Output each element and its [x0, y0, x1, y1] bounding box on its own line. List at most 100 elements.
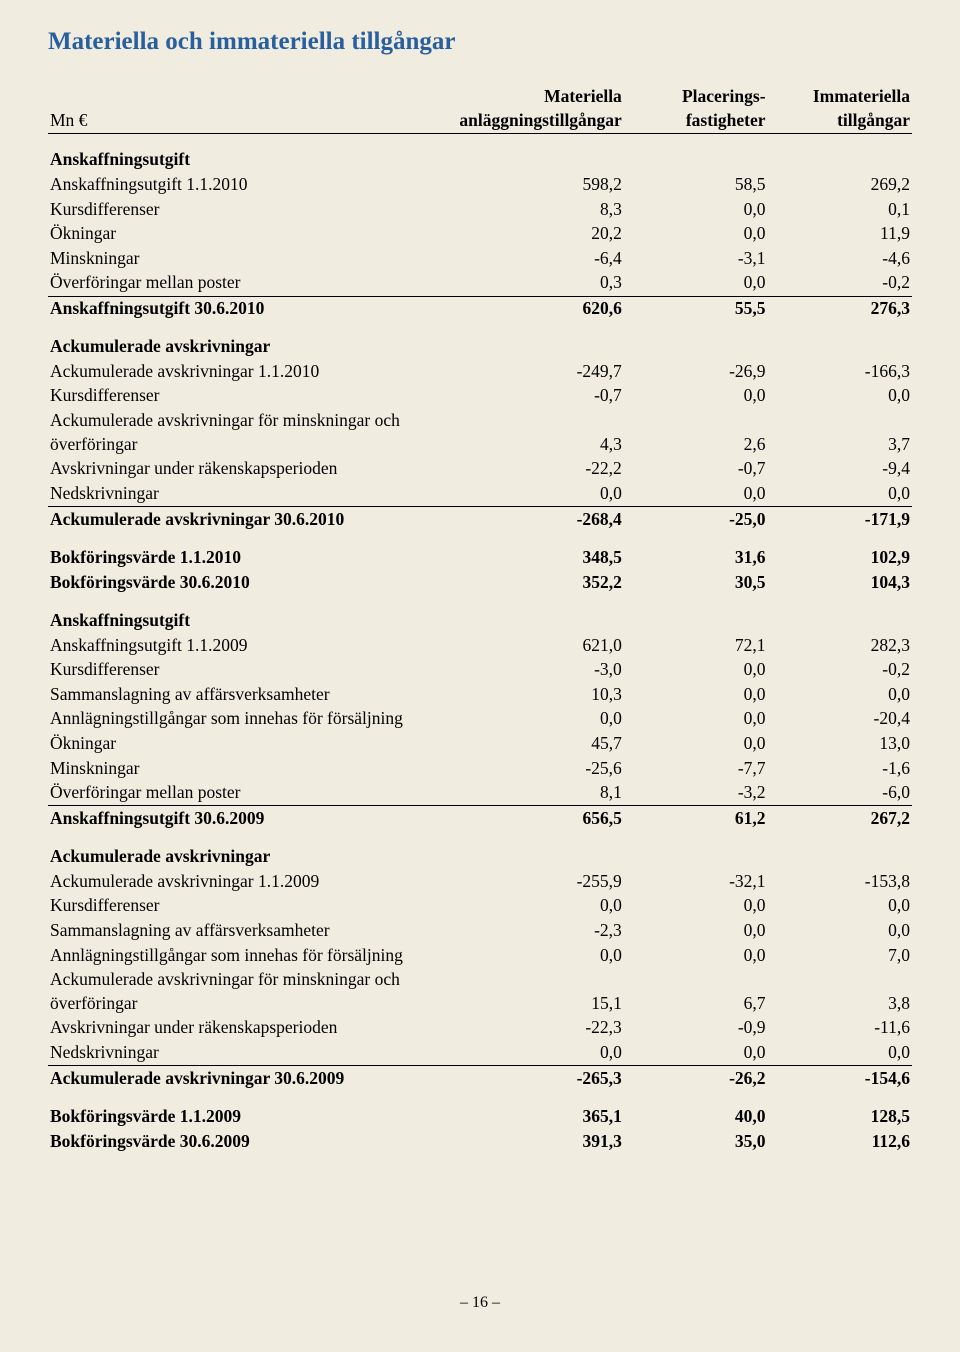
- row-label: Ackumulerade avskrivningar 30.6.2009: [48, 1066, 457, 1091]
- table-row: Kursdifferenser8,30,00,1: [48, 197, 912, 222]
- row-label: Ökningar: [48, 222, 457, 247]
- cell-value: 4,3: [457, 409, 623, 457]
- row-label: Kursdifferenser: [48, 197, 457, 222]
- table-row: Bokföringsvärde 30.6.2010352,230,5104,3: [48, 570, 912, 595]
- row-label: Ackumulerade avskrivningar för minskning…: [48, 409, 457, 457]
- cell-value: -25,6: [457, 756, 623, 781]
- cell-value: 352,2: [457, 570, 623, 595]
- cell-value: -3,0: [457, 658, 623, 683]
- table-row: Ackumulerade avskrivningar för minskning…: [48, 409, 912, 457]
- cell-value: -6,0: [768, 781, 912, 806]
- cell-value: -25,0: [624, 507, 768, 532]
- col2-header-a: Placerings-: [624, 84, 768, 109]
- row-label: Ackumulerade avskrivningar 1.1.2009: [48, 869, 457, 894]
- table-row: Ackumulerade avskrivningar 1.1.2009-255,…: [48, 869, 912, 894]
- cell-value: 0,0: [624, 481, 768, 506]
- table-row: Bokföringsvärde 1.1.2009365,140,0128,5: [48, 1105, 912, 1130]
- cell-value: -0,7: [457, 384, 623, 409]
- cell-value: -154,6: [768, 1066, 912, 1091]
- cell-value: 8,1: [457, 781, 623, 806]
- table-row: Bokföringsvärde 30.6.2009391,335,0112,6: [48, 1129, 912, 1154]
- cell-value: 0,0: [624, 384, 768, 409]
- table-row: Kursdifferenser-3,00,0-0,2: [48, 658, 912, 683]
- cell-value: 3,8: [768, 968, 912, 1016]
- table-row: Ackumulerade avskrivningar 30.6.2010-268…: [48, 507, 912, 532]
- cell-value: -22,3: [457, 1016, 623, 1041]
- cell-value: -0,2: [768, 271, 912, 296]
- cell-value: 2,6: [624, 409, 768, 457]
- row-label: Nedskrivningar: [48, 1041, 457, 1066]
- table-row: Anskaffningsutgift: [48, 595, 912, 633]
- section-heading: Anskaffningsutgift: [48, 595, 912, 633]
- row-label: Ökningar: [48, 732, 457, 757]
- table-row: [48, 532, 912, 546]
- cell-value: 20,2: [457, 222, 623, 247]
- row-label: Anskaffningsutgift 30.6.2009: [48, 806, 457, 831]
- cell-value: 0,0: [624, 222, 768, 247]
- row-label: Kursdifferenser: [48, 384, 457, 409]
- cell-value: 6,7: [624, 968, 768, 1016]
- cell-value: 365,1: [457, 1105, 623, 1130]
- unit-label: Mn €: [48, 109, 457, 134]
- page: Materiella och immateriella tillgångar M…: [0, 0, 960, 1352]
- table-row: Annlägningstillgångar som innehas för fö…: [48, 707, 912, 732]
- cell-value: -20,4: [768, 707, 912, 732]
- cell-value: 13,0: [768, 732, 912, 757]
- cell-value: 10,3: [457, 682, 623, 707]
- cell-value: -2,3: [457, 918, 623, 943]
- cell-value: 0,3: [457, 271, 623, 296]
- table-row: Nedskrivningar0,00,00,0: [48, 1041, 912, 1066]
- cell-value: -7,7: [624, 756, 768, 781]
- cell-value: -6,4: [457, 246, 623, 271]
- section-heading: Ackumulerade avskrivningar: [48, 831, 912, 869]
- table-row: Ackumulerade avskrivningar för minskning…: [48, 968, 912, 1016]
- cell-value: 0,0: [457, 894, 623, 919]
- col3-header-a: Immateriella: [768, 84, 912, 109]
- row-label: Annlägningstillgångar som innehas för fö…: [48, 707, 457, 732]
- cell-value: 3,7: [768, 409, 912, 457]
- cell-value: 267,2: [768, 806, 912, 831]
- cell-value: -268,4: [457, 507, 623, 532]
- table-row: Bokföringsvärde 1.1.2010348,531,6102,9: [48, 546, 912, 571]
- table-row: Sammanslagning av affärsverksamheter-2,3…: [48, 918, 912, 943]
- table-row: Anskaffningsutgift 1.1.2009621,072,1282,…: [48, 633, 912, 658]
- table-row: Anskaffningsutgift 30.6.2010620,655,5276…: [48, 296, 912, 321]
- row-label: Anskaffningsutgift 1.1.2010: [48, 172, 457, 197]
- row-label: Sammanslagning av affärsverksamheter: [48, 682, 457, 707]
- row-label: Annlägningstillgångar som innehas för fö…: [48, 943, 457, 968]
- row-label: Kursdifferenser: [48, 894, 457, 919]
- table-row: Avskrivningar under räkenskapsperioden-2…: [48, 457, 912, 482]
- cell-value: 0,0: [624, 1041, 768, 1066]
- table-row: Sammanslagning av affärsverksamheter10,3…: [48, 682, 912, 707]
- row-label: Ackumulerade avskrivningar 30.6.2010: [48, 507, 457, 532]
- cell-value: 58,5: [624, 172, 768, 197]
- cell-value: 621,0: [457, 633, 623, 658]
- cell-value: 104,3: [768, 570, 912, 595]
- row-label: Anskaffningsutgift 1.1.2009: [48, 633, 457, 658]
- row-label: Avskrivningar under räkenskapsperioden: [48, 457, 457, 482]
- row-label: Ackumulerade avskrivningar för minskning…: [48, 968, 457, 1016]
- cell-value: 0,0: [457, 707, 623, 732]
- cell-value: 40,0: [624, 1105, 768, 1130]
- cell-value: -0,2: [768, 658, 912, 683]
- cell-value: 276,3: [768, 296, 912, 321]
- cell-value: 0,0: [457, 481, 623, 506]
- table-row: Ackumulerade avskrivningar 30.6.2009-265…: [48, 1066, 912, 1091]
- cell-value: -4,6: [768, 246, 912, 271]
- cell-value: 0,0: [624, 682, 768, 707]
- table-row: Kursdifferenser0,00,00,0: [48, 894, 912, 919]
- cell-value: 0,0: [624, 943, 768, 968]
- table-row: Ökningar20,20,011,9: [48, 222, 912, 247]
- row-label: Minskningar: [48, 756, 457, 781]
- cell-value: 0,0: [768, 682, 912, 707]
- table-row: Nedskrivningar0,00,00,0: [48, 481, 912, 506]
- cell-value: -32,1: [624, 869, 768, 894]
- table-row: Avskrivningar under räkenskapsperioden-2…: [48, 1016, 912, 1041]
- row-label: Överföringar mellan poster: [48, 271, 457, 296]
- table-row: Anskaffningsutgift 30.6.2009656,561,2267…: [48, 806, 912, 831]
- cell-value: 348,5: [457, 546, 623, 571]
- cell-value: 0,0: [624, 658, 768, 683]
- cell-value: 0,0: [457, 943, 623, 968]
- cell-value: 0,1: [768, 197, 912, 222]
- table-row: Ackumulerade avskrivningar 1.1.2010-249,…: [48, 359, 912, 384]
